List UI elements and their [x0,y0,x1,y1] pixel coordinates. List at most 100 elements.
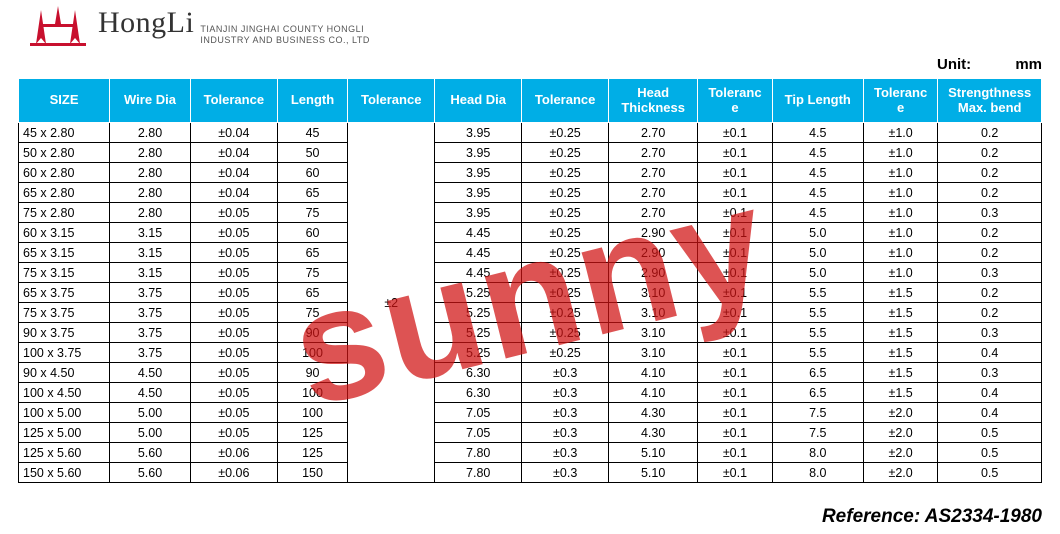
table-cell: ±0.25 [522,343,609,363]
table-cell: 0.3 [938,323,1042,343]
reference-standard: Reference: AS2334-1980 [822,506,1042,528]
table-cell: ±0.04 [190,143,277,163]
table-cell: 5.60 [110,443,191,463]
table-cell: 90 x 3.75 [19,323,110,343]
table-cell: 5.0 [772,263,863,283]
table-cell: 4.5 [772,123,863,143]
table-cell: 50 [277,143,347,163]
table-cell: ±0.25 [522,123,609,143]
table-cell: 50 x 2.80 [19,143,110,163]
table-cell: 65 x 2.80 [19,183,110,203]
table-cell: 90 [277,323,347,343]
table-cell: 4.45 [435,223,522,243]
unit-indicator: Unit: mm [937,56,1042,73]
table-cell: ±0.04 [190,183,277,203]
table-cell: ±0.1 [698,223,773,243]
table-cell: 4.10 [609,383,698,403]
table-cell: 100 x 4.50 [19,383,110,403]
table-row: 90 x 3.753.75±0.05905.25±0.253.10±0.15.5… [19,323,1042,343]
brand-subtitle: TIANJIN JINGHAI COUNTY HONGLI INDUSTRY A… [200,24,370,46]
table-cell: 6.30 [435,383,522,403]
table-cell: 5.10 [609,443,698,463]
col-header: Tolerance [348,79,435,123]
table-cell: ±0.3 [522,423,609,443]
table-row: 100 x 5.005.00±0.051007.05±0.34.30±0.17.… [19,403,1042,423]
table-cell: 3.15 [110,223,191,243]
table-cell: 125 x 5.00 [19,423,110,443]
table-cell: ±0.1 [698,123,773,143]
table-cell: 5.5 [772,303,863,323]
table-cell: 8.0 [772,443,863,463]
table-cell: ±0.3 [522,403,609,423]
table-cell: ±0.05 [190,203,277,223]
table-row: 100 x 3.753.75±0.051005.25±0.253.10±0.15… [19,343,1042,363]
table-cell: ±0.05 [190,403,277,423]
table-header-row: SIZEWire DiaToleranceLengthToleranceHead… [19,79,1042,123]
table-cell: 0.4 [938,343,1042,363]
table-row: 90 x 4.504.50±0.05906.30±0.34.10±0.16.5±… [19,363,1042,383]
table-cell: ±1.5 [863,363,938,383]
table-cell: 5.0 [772,223,863,243]
table-row: 60 x 2.802.80±0.04603.95±0.252.70±0.14.5… [19,163,1042,183]
table-cell: 0.2 [938,223,1042,243]
table-cell: 65 [277,283,347,303]
col-header: HeadThickness [609,79,698,123]
table-cell: 0.2 [938,243,1042,263]
table-cell: 5.25 [435,343,522,363]
table-cell: ±0.05 [190,383,277,403]
table-cell: ±0.25 [522,283,609,303]
table-cell: 2.80 [110,163,191,183]
table-cell: ±0.1 [698,243,773,263]
table-cell: 2.80 [110,143,191,163]
table-row: 125 x 5.005.00±0.051257.05±0.34.30±0.17.… [19,423,1042,443]
table-cell: 5.5 [772,323,863,343]
table-cell: 3.15 [110,263,191,283]
table-cell: ±0.1 [698,423,773,443]
table-cell: 125 [277,443,347,463]
table-cell: ±0.3 [522,383,609,403]
table-cell: 7.5 [772,403,863,423]
table-cell: 0.3 [938,203,1042,223]
table-cell: ±0.1 [698,463,773,483]
table-cell: ±0.05 [190,323,277,343]
table-cell: 0.2 [938,163,1042,183]
table-cell: ±0.05 [190,263,277,283]
brand-name: HongLi [98,6,194,40]
table-cell: 7.05 [435,403,522,423]
table-row: 75 x 2.802.80±0.05753.95±0.252.70±0.14.5… [19,203,1042,223]
table-cell: 7.80 [435,463,522,483]
table-cell: ±0.1 [698,183,773,203]
table-cell: 0.3 [938,263,1042,283]
col-header: Tolerance [863,79,938,123]
col-header: Tolerance [522,79,609,123]
table-cell: ±0.1 [698,323,773,343]
table-cell: 7.5 [772,423,863,443]
col-header: SIZE [19,79,110,123]
table-cell: 2.80 [110,183,191,203]
table-cell: ±0.1 [698,443,773,463]
table-cell: 0.4 [938,383,1042,403]
table-cell: ±0.06 [190,463,277,483]
table-cell: 7.80 [435,443,522,463]
table-cell: 4.5 [772,183,863,203]
table-cell: ±0.05 [190,423,277,443]
table-cell: ±0.1 [698,303,773,323]
table-cell: 3.10 [609,343,698,363]
table-cell: 150 x 5.60 [19,463,110,483]
spec-table-container: SIZEWire DiaToleranceLengthToleranceHead… [18,78,1042,483]
table-cell: ±0.1 [698,343,773,363]
table-cell: 6.30 [435,363,522,383]
table-cell: 8.0 [772,463,863,483]
col-header: Wire Dia [110,79,191,123]
table-cell: ±0.25 [522,303,609,323]
table-cell: 45 [277,123,347,143]
table-cell: ±1.0 [863,243,938,263]
table-cell: 75 [277,303,347,323]
table-cell: 60 [277,163,347,183]
table-cell: ±0.05 [190,243,277,263]
table-cell: 4.45 [435,263,522,283]
table-cell: 75 [277,203,347,223]
table-cell: 0.5 [938,443,1042,463]
table-cell: 60 x 3.15 [19,223,110,243]
table-cell: ±0.05 [190,283,277,303]
